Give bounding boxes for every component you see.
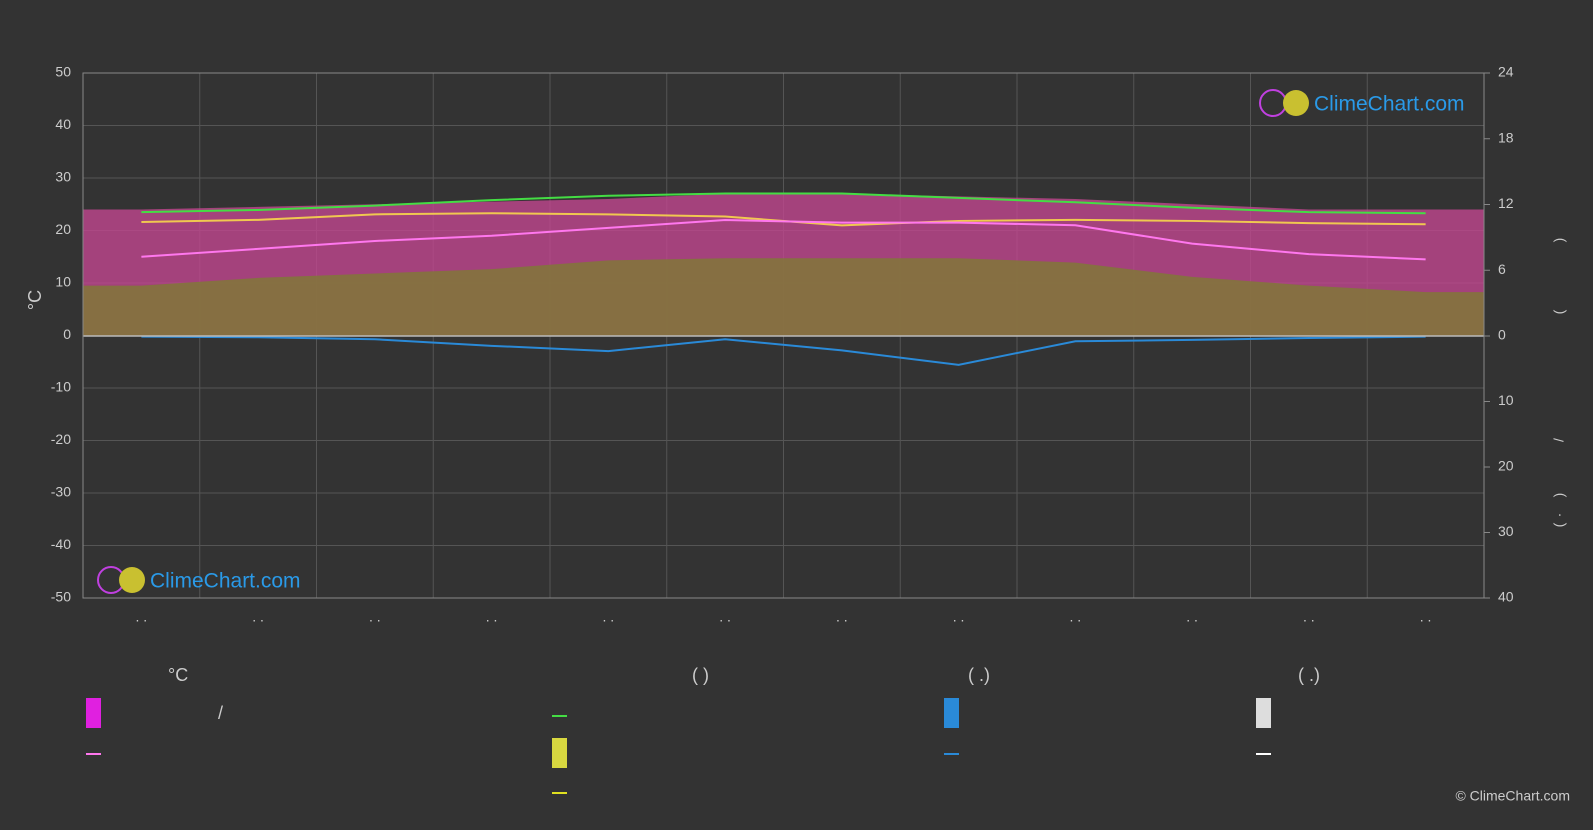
watermark: ClimeChart.com	[1314, 93, 1465, 116]
y3-tick-label: 20	[1498, 458, 1514, 474]
watermark-top: ClimeChart.com	[1259, 89, 1465, 117]
right-axis-label: /	[1551, 438, 1567, 442]
y-tick-label: -20	[51, 431, 71, 447]
y2-tick-label: 0	[1498, 327, 1506, 343]
right-axis-label: (	[1551, 522, 1567, 527]
line	[141, 218, 1426, 261]
y3-tick-label: 30	[1498, 523, 1514, 539]
x-tick-label: . .	[1186, 609, 1198, 625]
line	[141, 192, 1426, 215]
legend-swatch	[1256, 698, 1271, 728]
legend-header: °C	[168, 665, 188, 685]
watermark-bottom: ClimeChart.com	[97, 566, 301, 594]
x-tick-label: . .	[486, 609, 498, 625]
x-tick-label: . .	[719, 609, 731, 625]
legend-header: ( )	[692, 665, 709, 685]
legend: °C ( ) ( .) ( .) /	[86, 665, 1320, 794]
y2-tick-label: 18	[1498, 129, 1514, 145]
x-tick-label: . .	[603, 609, 615, 625]
y-tick-label: -40	[51, 536, 71, 552]
right-axis-label: (	[1551, 309, 1567, 314]
x-tick-label: . .	[953, 609, 965, 625]
legend-swatch	[552, 738, 567, 768]
y-tick-label: 50	[55, 64, 71, 80]
logo-sun	[1283, 90, 1309, 116]
legend-header: ( .)	[1298, 665, 1320, 685]
x-tick-label: . .	[1070, 609, 1082, 625]
y3-tick-label: 10	[1498, 392, 1514, 408]
y-tick-label: -50	[51, 589, 71, 605]
x-tick-label: . .	[836, 609, 848, 625]
legend-swatch	[944, 698, 959, 728]
x-tick-label: . .	[1420, 609, 1432, 625]
x-tick-label: . .	[136, 609, 148, 625]
x-tick-label: . .	[369, 609, 381, 625]
copyright: © ClimeChart.com	[1455, 788, 1570, 804]
y-tick-label: -30	[51, 484, 71, 500]
y2-tick-label: 12	[1498, 195, 1514, 211]
x-tick-label: . .	[252, 609, 264, 625]
legend-text: /	[218, 703, 223, 723]
right-axis-label: )	[1551, 493, 1567, 498]
x-tick-label: . .	[1303, 609, 1315, 625]
y-tick-label: -10	[51, 379, 71, 395]
right-axis-label: ·	[1551, 513, 1567, 518]
y-tick-label: 20	[55, 221, 71, 237]
area	[83, 258, 1484, 336]
y-tick-label: 0	[63, 326, 71, 342]
line	[141, 335, 1426, 366]
watermark: ClimeChart.com	[150, 570, 301, 593]
right-axis-label: )	[1551, 238, 1567, 243]
y2-tick-label: 6	[1498, 261, 1506, 277]
y3-tick-label: 40	[1498, 589, 1514, 605]
y-tick-label: 10	[55, 274, 71, 290]
legend-swatch	[86, 698, 101, 728]
y-axis-label: °C	[25, 290, 45, 310]
plot-area: 50 40 30 20 10 0 -10 -20 -30 -40 -50 24 18 12 6 0 10 20 30…	[51, 64, 1567, 625]
y-tick-label: 30	[55, 169, 71, 185]
legend-header: ( .)	[968, 665, 990, 685]
y2-tick-label: 24	[1498, 64, 1514, 80]
plot-border	[82, 72, 1485, 599]
y-tick-label: 40	[55, 116, 71, 132]
logo-sun	[119, 567, 145, 593]
